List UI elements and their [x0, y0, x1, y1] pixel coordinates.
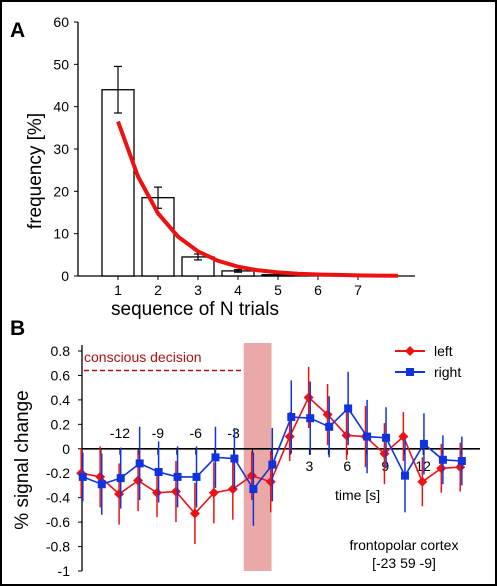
panel-a-y-tick-label: 10: [53, 226, 69, 242]
series-left-point: [398, 431, 409, 442]
series-left-point: [322, 409, 333, 420]
series-left-point: [152, 487, 163, 498]
panel-a-bars: [101, 89, 295, 277]
panel-b-x-tick-label: 6: [343, 458, 351, 474]
series-right-point: [173, 472, 182, 481]
panel-b-y-tick-label: -0.2: [46, 465, 70, 481]
series-left-point: [189, 508, 200, 519]
panel-b-y-tick-label: 0.8: [51, 343, 71, 359]
panel-a-x-tick-label: 6: [314, 282, 322, 298]
panel-b-y-ticks: -1 -0.8 -0.6 -0.4 -0.2 0 0.2 0.4 0.6 0.8: [46, 343, 82, 579]
series-right-point: [400, 471, 409, 480]
series-left-point: [95, 471, 106, 482]
panel-a-bar: [101, 89, 135, 277]
series-right-point: [382, 433, 391, 442]
series-right-point: [438, 455, 447, 464]
series-left-point: [133, 475, 144, 486]
series-right-point: [363, 432, 372, 441]
series-left-point: [170, 486, 181, 497]
panel-a-y-ticks: 0 10 20 30 40 50 60: [53, 14, 78, 284]
series-right-point: [230, 454, 239, 463]
panel-a-y-tick-label: 0: [61, 268, 69, 284]
panel-b-y-tick-label: 0.2: [51, 416, 71, 432]
series-right-point: [78, 472, 87, 481]
decision-band: [243, 343, 272, 571]
panel-b-y-tick-label: 0: [62, 441, 70, 457]
panel-a-x-tick-label: 4: [234, 282, 242, 298]
panel-a-x-tick-label: 3: [194, 282, 202, 298]
panel-b-x-tick-label: 3: [306, 458, 314, 474]
panel-b-legend: left right: [395, 343, 461, 380]
panel-b-x-tick-label: -12: [110, 425, 130, 441]
series-left-point: [208, 487, 219, 498]
series-left-point: [114, 489, 125, 499]
panel-b-y-tick-label: 0.6: [51, 367, 71, 383]
coordinates-label: [-23 59 -9]: [372, 555, 436, 571]
series-right-point: [419, 439, 428, 448]
panel-b-x-axis-label: time [s]: [335, 487, 380, 503]
series-right-point: [344, 404, 353, 413]
decision-label: conscious decision: [84, 349, 202, 365]
series-left-point: [284, 431, 295, 442]
panel-a-fit-line: [116, 120, 399, 278]
panel-b-axes: [81, 345, 480, 571]
panel-a-y-tick-label: 50: [53, 56, 69, 72]
series-left-point: [379, 448, 390, 459]
series-right-point: [192, 472, 201, 481]
region-label: frontopolar cortex: [350, 537, 459, 553]
panel-b-x-tick-label: -9: [152, 425, 165, 441]
panel-a-x-tick-label: 1: [114, 282, 122, 298]
series-right-point: [249, 485, 258, 494]
panel-a-label: A: [10, 19, 25, 42]
series-right-point: [116, 474, 125, 483]
panel-a-x-tick-label: 7: [354, 282, 362, 298]
series-right-point: [154, 468, 163, 476]
panel-b-y-tick-label: -1: [58, 563, 71, 579]
series-right-point: [306, 414, 315, 423]
series-left-point: [303, 392, 314, 403]
panel-a-error-bars: [114, 65, 282, 276]
panel-b-series: [76, 366, 466, 545]
series-right-point: [211, 453, 220, 462]
legend-right-marker: [406, 368, 414, 376]
series-left-point: [265, 476, 276, 487]
panel-a-y-tick-label: 30: [53, 141, 69, 157]
panel-a-y-tick-label: 40: [53, 99, 69, 115]
series-right-point: [135, 459, 144, 468]
series-right-point: [457, 457, 466, 465]
series-right-point: [97, 480, 106, 489]
panel-a-y-tick-label: 20: [53, 183, 69, 199]
series-left-point: [227, 484, 238, 495]
series-right-point: [268, 460, 277, 469]
series-left-point: [341, 430, 352, 441]
panel-b-x-tick-label: -6: [189, 425, 202, 441]
series-right-point: [287, 413, 296, 421]
panel-b-y-tick-label: -0.4: [46, 490, 70, 506]
series-left-point: [417, 476, 428, 487]
panel-a-x-axis-label: sequence of N trials: [111, 299, 279, 320]
legend-right-label: right: [434, 364, 461, 380]
legend-left-label: left: [434, 343, 453, 359]
panel-a-x-tick-label: 5: [274, 282, 282, 298]
series-left-point: [246, 470, 257, 481]
panel-b-y-tick-label: -0.6: [46, 514, 70, 530]
series-left-point: [436, 463, 447, 474]
panel-b-y-tick-label: -0.8: [46, 539, 70, 555]
panel-b-y-axis-label: % signal change: [12, 390, 33, 529]
panel-a-y-axis-label: frequency [%]: [25, 113, 46, 229]
panel-b-y-tick-label: 0.4: [51, 392, 71, 408]
panel-a-x-ticks: 1 2 3 4 5 6 7: [114, 276, 362, 298]
legend-left-marker: [405, 346, 415, 356]
panel-a-y-tick-label: 60: [53, 14, 69, 30]
series-right-point: [325, 422, 334, 431]
panel-b-label: B: [10, 317, 25, 340]
panel-a-x-tick-label: 2: [154, 282, 162, 298]
